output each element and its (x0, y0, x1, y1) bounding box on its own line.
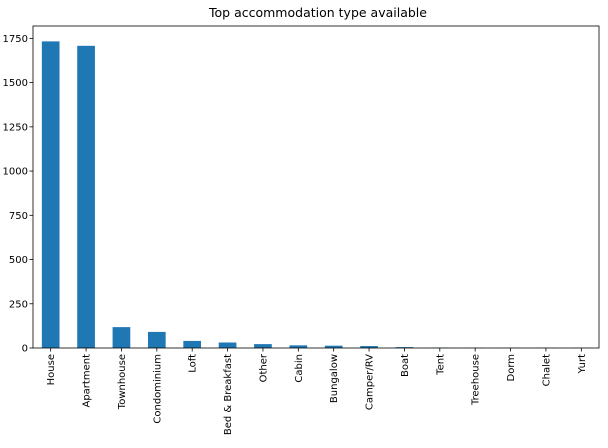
x-tick-label: Condominium (152, 354, 163, 424)
x-tick-label: Dorm (506, 354, 517, 382)
x-tick-label: Camper/RV (365, 354, 376, 410)
bar-bed-breakfast (219, 343, 237, 348)
x-tick-label: Townhouse (117, 354, 128, 410)
bar-condominium (148, 332, 166, 348)
y-tick-label: 1250 (3, 122, 28, 133)
bar-loft (183, 341, 201, 348)
y-tick-label: 1750 (3, 34, 28, 45)
y-tick-label: 0 (22, 344, 28, 355)
x-tick-label: Treehouse (471, 354, 482, 406)
x-tick-label: Chalet (541, 354, 552, 386)
x-tick-label: Bed & Breakfast (223, 354, 234, 435)
y-tick-label: 250 (9, 299, 28, 310)
x-tick-label: Cabin (294, 354, 305, 383)
y-tick-label: 1000 (3, 167, 28, 178)
plot-area: 0 250 500 750 1000 1250 1500 1750 House Apartment… (3, 26, 599, 435)
plot-frame (33, 26, 599, 348)
x-tick-label: Tent (435, 354, 446, 376)
x-tick-label: Other (258, 353, 269, 382)
x-tick-label: Boat (400, 354, 411, 377)
x-tick-label: Loft (188, 354, 199, 373)
y-tick-label: 1500 (3, 78, 28, 89)
x-tick-label: House (46, 354, 57, 385)
chart-title: Top accommodation type available (208, 5, 427, 20)
x-tick-label: Bungalow (329, 354, 340, 403)
bar-apartment (77, 46, 95, 348)
bar-house (42, 41, 60, 348)
y-tick-label: 750 (9, 211, 28, 222)
bar-townhouse (113, 327, 131, 348)
y-tick-label: 500 (9, 255, 28, 266)
x-tick-label: Yurt (577, 354, 588, 374)
x-tick-label: Apartment (82, 354, 93, 408)
bar-other (254, 344, 272, 348)
